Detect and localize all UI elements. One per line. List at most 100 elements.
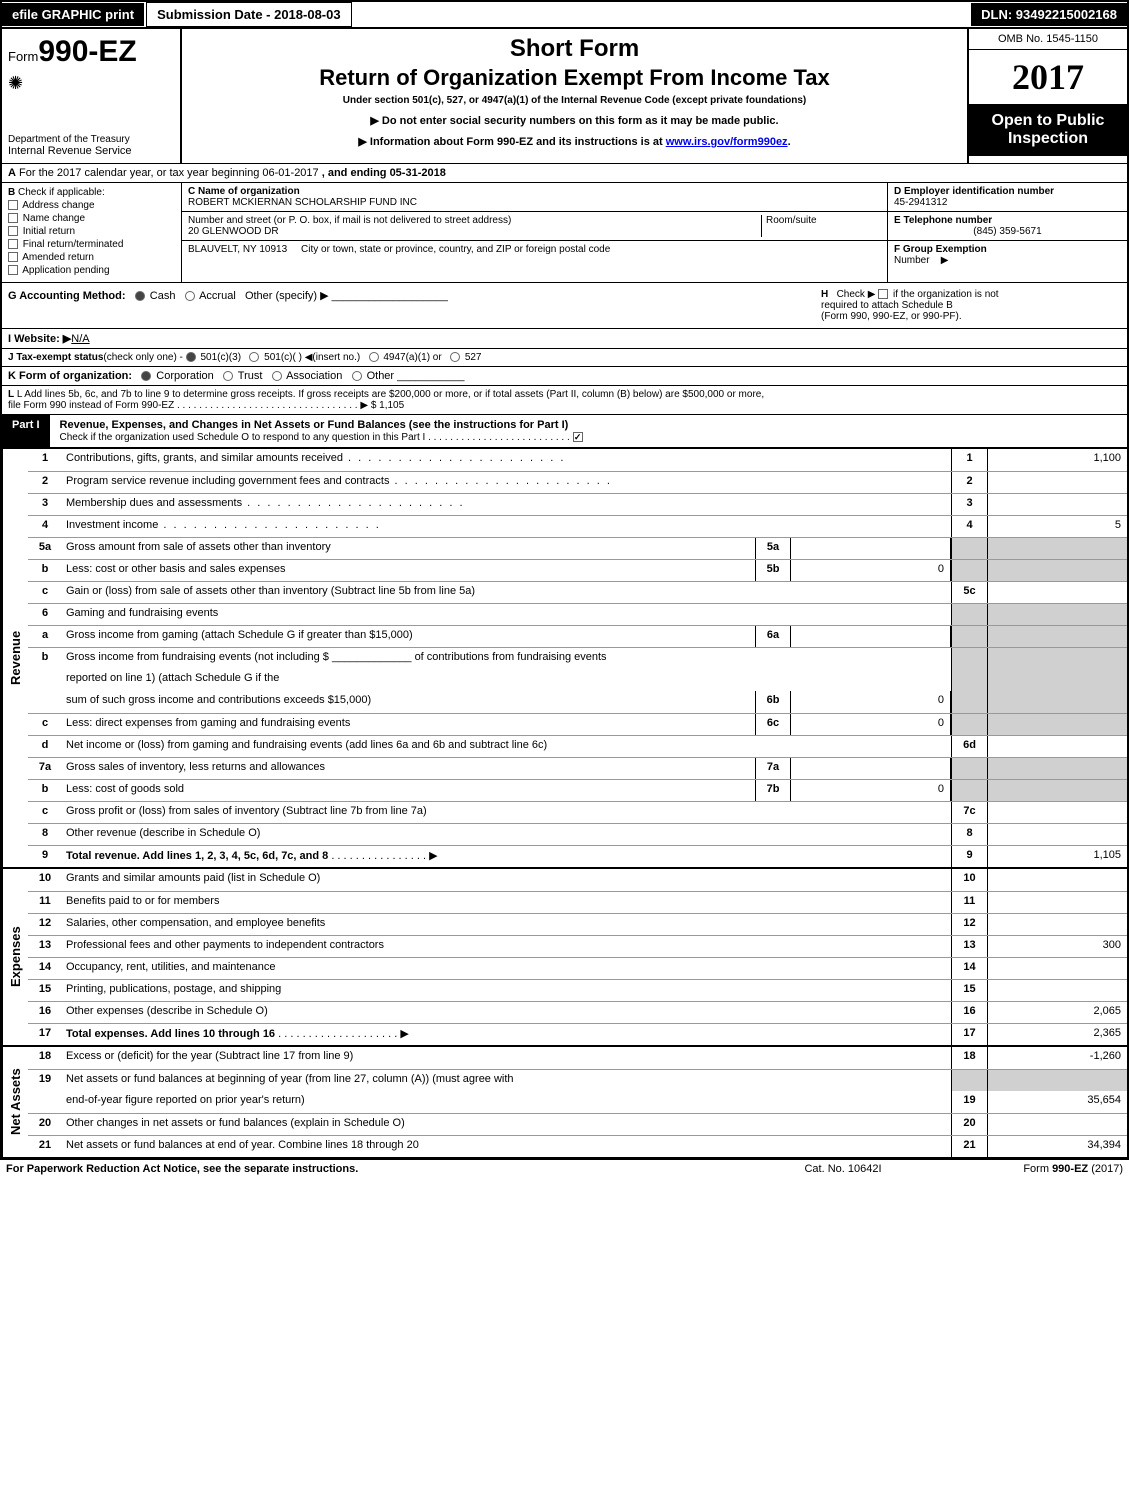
radio-4947[interactable] [369,352,379,362]
radio-cash[interactable] [135,291,145,301]
l6c-mval: 0 [791,714,951,735]
l10-num: 10 [28,869,62,891]
line-2: 2 Program service revenue including gove… [28,471,1127,493]
l20-val [987,1114,1127,1135]
d-val: 45-2941312 [894,197,947,208]
l7c-txt: Gross profit or (loss) from sales of inv… [62,802,951,823]
l7b-txt: Less: cost of goods sold [62,780,755,801]
form-header: Form990-EZ ✺ Department of the Treasury … [2,29,1127,163]
line-13: 13 Professional fees and other payments … [28,935,1127,957]
l20-txt: Other changes in net assets or fund bala… [62,1114,951,1135]
l5b-shade1 [951,560,987,581]
l13-val: 300 [987,936,1127,957]
netassets-body: 18 Excess or (deficit) for the year (Sub… [28,1047,1127,1157]
l5a-mval [791,538,951,559]
submission-date: Submission Date - 2018-08-03 [146,2,352,27]
j-label: J Tax-exempt status [8,352,103,363]
header-middle: Short Form Return of Organization Exempt… [182,29,967,163]
part1-title-block: Revenue, Expenses, and Changes in Net As… [52,415,1127,447]
l6-shade1 [951,604,987,625]
cb-name-change[interactable] [8,213,18,223]
return-title: Return of Organization Exempt From Incom… [188,65,961,91]
cb-amended-return[interactable] [8,252,18,262]
efile-print-button[interactable]: efile GRAPHIC print [2,3,146,26]
l6b-txt1: Gross income from fundraising events (no… [62,648,951,669]
l7b-mval: 0 [791,780,951,801]
l20-box: 20 [951,1114,987,1135]
side-revenue: Revenue [2,449,28,867]
cb-schedule-o[interactable] [573,432,583,442]
line-6b-2: reported on line 1) (attach Schedule G i… [28,669,1127,691]
l16-val: 2,065 [987,1002,1127,1023]
radio-527[interactable] [450,352,460,362]
l18-num: 18 [28,1047,62,1069]
j-paren: (check only one) - [103,352,182,363]
l2-box: 2 [951,472,987,493]
top-bar: efile GRAPHIC print Submission Date - 20… [0,0,1129,29]
irs-link[interactable]: www.irs.gov/form990ez [666,136,788,148]
col-b: B Check if applicable: Address change Na… [2,183,182,282]
c-city-label: City or town, state or province, country… [301,244,610,255]
e-block: E Telephone number (845) 359-5671 [888,212,1127,241]
l21-val: 34,394 [987,1136,1127,1157]
cb5-label: Amended return [22,252,94,263]
line-12: 12 Salaries, other compensation, and emp… [28,913,1127,935]
c-street: 20 GLENWOOD DR [188,226,279,237]
l4-num: 4 [28,516,62,537]
open-line1: Open to Public [992,112,1105,129]
l11-num: 11 [28,892,62,913]
k-o4: Other [367,370,395,382]
l-amt: $ 1,105 [371,400,404,411]
radio-other[interactable] [352,371,362,381]
cb-schedule-b[interactable] [878,289,888,299]
j-o4: 527 [465,352,482,363]
radio-corp[interactable] [141,371,151,381]
l6-txt: Gaming and fundraising events [62,604,951,625]
cb-application-pending[interactable] [8,265,18,275]
c-label: C Name of organization [188,186,300,197]
l8-num: 8 [28,824,62,845]
radio-trust[interactable] [223,371,233,381]
footer-left: For Paperwork Reduction Act Notice, see … [6,1163,743,1175]
radio-501c[interactable] [249,352,259,362]
cb-initial-return[interactable] [8,226,18,236]
l19-val: 35,654 [987,1091,1127,1113]
l17-num: 17 [28,1024,62,1045]
l6a-shade1 [951,626,987,647]
c-street-block: Number and street (or P. O. box, if mail… [182,212,887,241]
l5b-num: b [28,560,62,581]
k-o3: Association [286,370,342,382]
open-to-public: Open to Public Inspection [969,104,1127,156]
line-6c: c Less: direct expenses from gaming and … [28,713,1127,735]
l3-txt: Membership dues and assessments [62,494,951,515]
h-text3: required to attach Schedule B [821,300,953,311]
radio-assoc[interactable] [272,371,282,381]
radio-accrual[interactable] [185,291,195,301]
l16-num: 16 [28,1002,62,1023]
l4-box: 4 [951,516,987,537]
netassets-section: Net Assets 18 Excess or (deficit) for th… [2,1045,1127,1157]
l15-val [987,980,1127,1001]
cb-final-return[interactable] [8,239,18,249]
l10-box: 10 [951,869,987,891]
l14-box: 14 [951,958,987,979]
a-label: A [8,167,16,179]
l14-txt: Occupancy, rent, utilities, and maintena… [62,958,951,979]
radio-501c3[interactable] [186,352,196,362]
part1-header: Part I Revenue, Expenses, and Changes in… [2,414,1127,447]
l1-num: 1 [28,449,62,471]
omb-number: OMB No. 1545-1150 [969,29,1127,50]
part1-check: Check if the organization used Schedule … [60,432,570,443]
line-10: 10 Grants and similar amounts paid (list… [28,869,1127,891]
h-label: H [821,289,828,300]
line-19b: end-of-year figure reported on prior yea… [28,1091,1127,1113]
l19-shade1 [951,1070,987,1091]
row-j: J Tax-exempt status(check only one) - 50… [2,348,1127,366]
cb-address-change[interactable] [8,200,18,210]
side-expenses: Expenses [2,869,28,1045]
l6-shade2 [987,604,1127,625]
irs-eagle-icon: ✺ [8,73,174,94]
row-l: L L Add lines 5b, 6c, and 7b to line 9 t… [2,385,1127,414]
l9-arrow: ▶ [429,850,437,862]
l4-val: 5 [987,516,1127,537]
